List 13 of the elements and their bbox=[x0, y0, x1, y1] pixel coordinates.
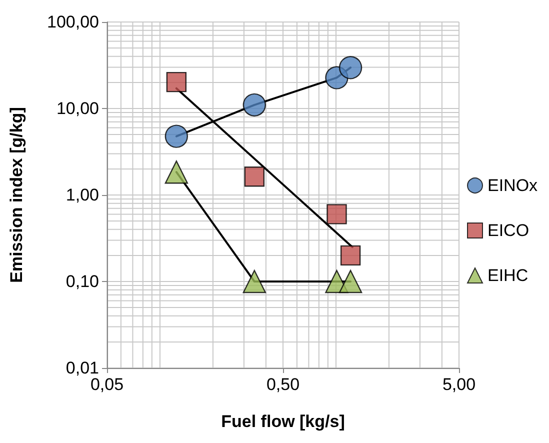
legend-label: EICO bbox=[488, 221, 530, 240]
x-tick-label: 0,50 bbox=[266, 375, 300, 394]
y-axis-title: Emission index [g/kg] bbox=[7, 107, 26, 283]
x-tick-label: 5,00 bbox=[442, 375, 476, 394]
legend-label: EIHC bbox=[488, 266, 528, 285]
x-axis-title: Fuel flow [kg/s] bbox=[221, 412, 345, 431]
legend-label: EINOx bbox=[488, 176, 538, 195]
x-tick-label: 0,05 bbox=[90, 375, 124, 394]
y-tick-label: 1,00 bbox=[66, 186, 99, 204]
y-tick-label: 0,10 bbox=[66, 272, 99, 291]
y-tick-label: 0,01 bbox=[66, 358, 99, 378]
y-tick-label: 100,00 bbox=[47, 12, 99, 32]
y-tick-label: 10,00 bbox=[56, 99, 99, 118]
